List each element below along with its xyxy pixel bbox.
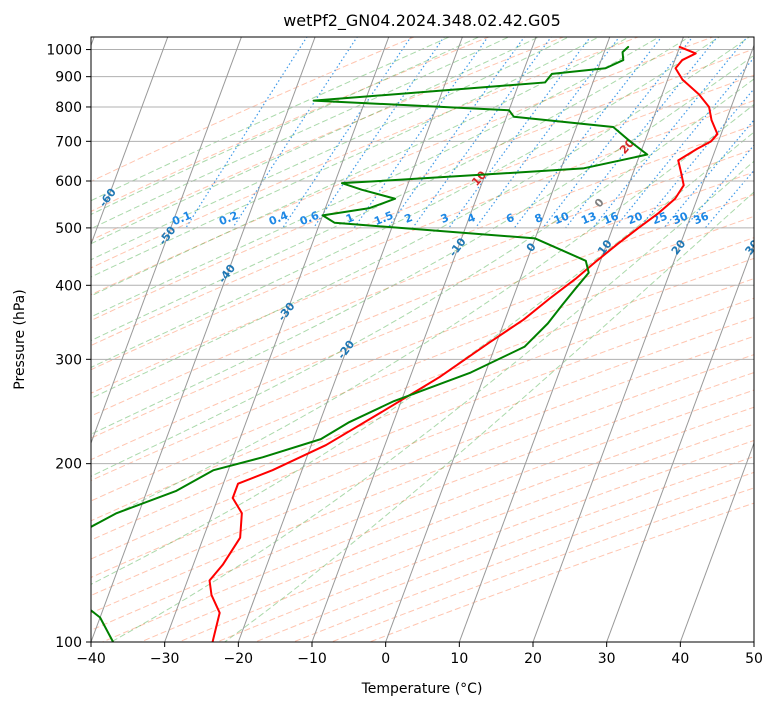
mixing-ratio-label: 3 bbox=[439, 211, 451, 226]
moist-adiabat-line bbox=[91, 37, 751, 399]
x-axis-title: Temperature (°C) bbox=[361, 681, 483, 697]
mixing-ratio-label: 8 bbox=[533, 211, 545, 226]
dewpoint-profile-line bbox=[91, 45, 649, 642]
moist-adiabat-line bbox=[91, 37, 540, 245]
dry-adiabat-line bbox=[91, 37, 640, 269]
moist-adiabat-line bbox=[91, 37, 480, 215]
moist-adiabat-line bbox=[91, 37, 660, 318]
isotherm-line bbox=[91, 37, 169, 246]
isotherm-line bbox=[91, 37, 316, 642]
mixing-ratio-label: 36 bbox=[692, 209, 711, 227]
y-tick-label: 200 bbox=[55, 457, 82, 473]
isotherm-line bbox=[606, 242, 754, 642]
y-tick-label: 300 bbox=[55, 352, 82, 368]
moist-adiabats bbox=[91, 37, 754, 642]
moist-adiabat-line bbox=[91, 54, 754, 435]
x-tick-label: −30 bbox=[150, 651, 180, 667]
mixing-ratio-label: 1 bbox=[344, 211, 356, 226]
dry-adiabat-line bbox=[91, 297, 754, 560]
mixing-ratio-line bbox=[185, 37, 308, 229]
y-tick-label: 100 bbox=[55, 635, 82, 651]
dry-adiabat-line bbox=[91, 193, 754, 461]
isotherm-line bbox=[385, 37, 611, 642]
moist-adiabat-line bbox=[91, 37, 721, 368]
y-axis: 100 200 300 400 500 600 700 800 900 1000 bbox=[46, 43, 91, 651]
moist-adiabat-line bbox=[223, 191, 754, 642]
moist-adiabat-line bbox=[91, 131, 754, 585]
y-axis-title: Pressure (hPa) bbox=[12, 289, 28, 389]
mixing-ratio-line bbox=[475, 37, 621, 229]
mixing-ratio-line bbox=[663, 119, 754, 229]
mixing-ratio-label: 10 bbox=[552, 209, 571, 227]
chart-title: wetPf2_GN04.2024.348.02.42.G05 bbox=[283, 11, 561, 31]
temperature-profile-line bbox=[208, 45, 719, 642]
y-tick-label: 400 bbox=[55, 278, 82, 294]
plot-area: -100-90-80-70-60-50-40-30-20-10010203040… bbox=[91, 37, 763, 642]
dry-adiabat-line bbox=[91, 335, 754, 596]
mixing-ratio-label: 20 bbox=[626, 209, 645, 227]
y-tick-label: 600 bbox=[55, 174, 82, 190]
dry-adiabats bbox=[91, 37, 754, 642]
dry-adiabat-line bbox=[91, 354, 754, 614]
isotherm-line bbox=[679, 441, 754, 642]
moist-adiabat-line bbox=[91, 37, 570, 261]
x-tick-label: 50 bbox=[745, 651, 763, 667]
dry-adiabat-line bbox=[91, 148, 754, 417]
mixing-ratio-line bbox=[232, 37, 358, 229]
y-tick-label: 700 bbox=[55, 134, 82, 150]
isotherm-line bbox=[237, 37, 463, 642]
x-tick-label: −10 bbox=[297, 651, 327, 667]
mixing-ratio-label: 30 bbox=[671, 209, 690, 227]
dry-adiabat-line bbox=[91, 37, 416, 183]
mixing-ratio-line bbox=[412, 37, 552, 229]
isotherm-line bbox=[311, 37, 537, 642]
mixing-ratio-label: 13 bbox=[579, 210, 598, 228]
x-axis: −40 −30 −20 −10 0 10 20 30 40 50 bbox=[76, 642, 763, 667]
isotherm-line bbox=[91, 37, 242, 445]
moist-adiabat-line bbox=[91, 37, 691, 342]
moist-adiabat-line bbox=[91, 78, 754, 477]
isotherm-line bbox=[532, 43, 754, 642]
isotherm-line bbox=[458, 37, 684, 642]
y-tick-label: 900 bbox=[55, 70, 82, 86]
plot-frame bbox=[90, 36, 755, 643]
mixing-ratio-label: 25 bbox=[650, 210, 669, 228]
dry-adiabat-line bbox=[91, 37, 490, 212]
dry-adiabat-line bbox=[91, 278, 754, 541]
data-series bbox=[91, 45, 719, 642]
x-tick-label: 30 bbox=[598, 651, 616, 667]
dry-adiabat-line bbox=[91, 37, 715, 296]
mixing-ratio-label: 16 bbox=[601, 209, 620, 227]
moist-adiabat-line bbox=[91, 37, 510, 230]
moist-adiabat-line bbox=[110, 160, 754, 642]
isotherm-gridlines bbox=[91, 37, 754, 642]
x-tick-label: 0 bbox=[381, 651, 390, 667]
y-tick-label: 1000 bbox=[46, 43, 82, 59]
dry-adiabat-line bbox=[102, 389, 754, 642]
x-tick-label: −40 bbox=[76, 651, 106, 667]
mixing-ratio-label: 2 bbox=[403, 211, 415, 226]
dry-adiabat-line bbox=[91, 48, 754, 322]
y-tick-label: 500 bbox=[55, 221, 82, 237]
mixing-ratio-line bbox=[513, 37, 663, 229]
mixing-ratio-line bbox=[638, 87, 754, 229]
mixing-ratio-line bbox=[684, 144, 754, 229]
dry-adiabat-line bbox=[91, 124, 754, 394]
y-tick-label: 800 bbox=[55, 100, 82, 116]
moist-adiabat-line bbox=[91, 103, 754, 527]
x-tick-label: 20 bbox=[524, 651, 542, 667]
isotherm-line bbox=[164, 37, 390, 642]
dry-adiabat-line bbox=[91, 237, 754, 502]
moist-adiabat-line bbox=[91, 37, 451, 202]
x-tick-label: −20 bbox=[224, 651, 254, 667]
mixing-ratio-line bbox=[448, 37, 592, 229]
isobar-gridlines bbox=[91, 49, 754, 642]
moist-adiabat-line bbox=[91, 37, 600, 278]
dry-adiabat-line bbox=[91, 171, 754, 439]
isotherm-label: 30 bbox=[743, 237, 763, 257]
x-tick-label: 10 bbox=[450, 651, 468, 667]
x-tick-label: 40 bbox=[671, 651, 689, 667]
